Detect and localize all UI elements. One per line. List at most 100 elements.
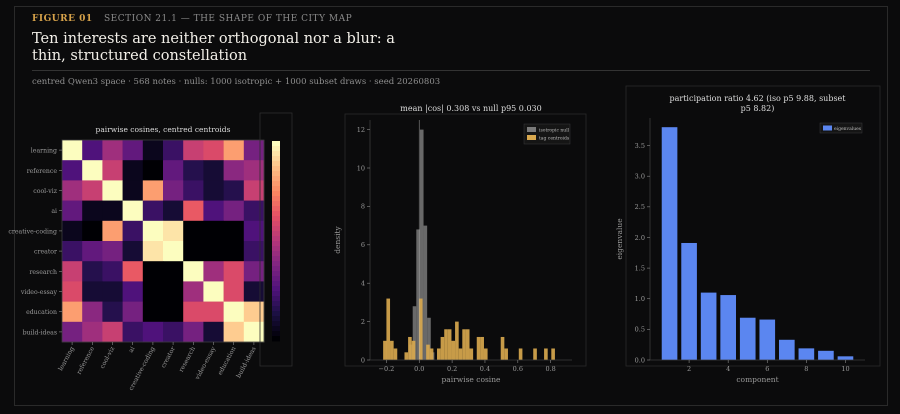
- eigen-bar: [700, 292, 717, 360]
- colorbar-swatch: [272, 161, 280, 167]
- tag-hist-bar: [500, 336, 505, 360]
- heatmap-ylabel: education: [26, 309, 57, 316]
- heatmap-ylabel: creator: [34, 249, 57, 256]
- heatmap-cell: [142, 301, 164, 323]
- tag-hist-bar: [469, 348, 474, 360]
- heatmap-cell: [223, 220, 245, 242]
- heatmap-xlabel: reference: [76, 345, 97, 375]
- heatmap-cell: [203, 140, 224, 161]
- heatmap-cell: [183, 220, 204, 242]
- heatmap-cell: [163, 321, 184, 343]
- tag-hist-bar: [458, 348, 463, 360]
- tag-hist-bar: [437, 348, 441, 360]
- heatmap-cell: [122, 140, 144, 161]
- colorbar-swatch: [272, 171, 280, 177]
- heatmap-cell: [243, 241, 265, 262]
- heatmap-cell: [223, 160, 245, 181]
- heatmap-ylabel: video-essay: [20, 289, 58, 296]
- heatmap-cell: [223, 261, 245, 282]
- heatmap-cell: [223, 140, 245, 161]
- heatmap-cell: [163, 160, 184, 181]
- heatmap-cell: [203, 321, 224, 343]
- colorbar-swatch: [272, 156, 280, 162]
- bar-ytick-label: 2.5: [635, 203, 645, 211]
- heatmap-cell: [142, 241, 164, 262]
- colorbar-swatch: [272, 241, 280, 247]
- heatmap-cell: [203, 281, 224, 302]
- heatmap-cell: [142, 160, 164, 181]
- colorbar-swatch: [272, 311, 280, 317]
- heatmap-cell: [82, 241, 103, 262]
- colorbar-swatch: [272, 216, 280, 222]
- tag-hist-bar: [455, 321, 459, 360]
- bar-title-line1: participation ratio 4.62 (iso p5 9.88, s…: [669, 94, 846, 103]
- eigen-bar: [759, 319, 776, 360]
- figure-meta: centred Qwen3 space · 568 notes · nulls:…: [32, 77, 441, 87]
- heatmap-cell: [163, 281, 184, 302]
- colorbar-swatch: [272, 266, 280, 272]
- heatmap-cell: [122, 180, 144, 201]
- bar-ytick-label: 1.0: [635, 295, 645, 303]
- eigen-bar: [739, 317, 756, 360]
- bar-ytick-label: 3.5: [635, 142, 645, 150]
- heatmap-xlabel: ai: [128, 346, 137, 354]
- bar-xlabel: component: [736, 375, 778, 384]
- heatmap-xlabel: build-ideas: [235, 346, 257, 380]
- heatmap-cell: [243, 301, 265, 323]
- heatmap-ylabel: learning: [31, 148, 57, 155]
- heatmap-cell: [102, 220, 123, 242]
- heatmap-cell: [142, 220, 164, 242]
- hist-xtick-label: 0.4: [480, 365, 490, 373]
- colorbar-swatch: [272, 316, 280, 322]
- tag-hist-bar: [393, 348, 398, 360]
- null-hist-bar: [419, 129, 424, 360]
- heatmap-cell: [163, 301, 184, 323]
- heatmap-cell: [243, 281, 265, 302]
- heatmap-xlabel: learning: [57, 346, 75, 372]
- colorbar-swatch: [272, 261, 280, 267]
- colorbar-swatch: [272, 331, 280, 337]
- heatmap-cell: [102, 140, 123, 161]
- colorbar-swatch: [272, 146, 280, 152]
- bar-xtick-label: 6: [765, 365, 769, 373]
- heatmap-cell: [183, 200, 204, 222]
- bar-xtick-label: 10: [841, 365, 849, 373]
- heatmap-cell: [203, 220, 224, 242]
- heatmap-cell: [203, 180, 224, 201]
- heatmap-cell: [183, 140, 204, 161]
- colorbar-swatch: [272, 321, 280, 327]
- heatmap-cell: [102, 180, 123, 201]
- heatmap-cell: [82, 261, 103, 282]
- tag-hist-bar: [518, 348, 523, 360]
- colorbar-swatch: [272, 271, 280, 277]
- heatmap-cell: [122, 321, 144, 343]
- tag-hist-bar: [504, 348, 508, 360]
- heatmap-cell: [203, 160, 224, 181]
- heatmap-cell: [122, 200, 144, 222]
- hist-xtick-label: −0.2: [379, 365, 395, 373]
- colorbar-swatch: [272, 206, 280, 212]
- bar-xtick-label: 4: [726, 365, 730, 373]
- hist-ytick-label: 4: [361, 280, 365, 288]
- bar-title-line2: p5 8.82): [741, 104, 775, 113]
- heatmap-xlabel: education: [217, 346, 238, 377]
- heatmap-cell: [223, 321, 245, 343]
- figure-title: Ten interests are neither orthogonal nor…: [32, 31, 395, 64]
- colorbar-swatch: [272, 246, 280, 252]
- hist-xtick-label: 0.0: [414, 365, 424, 373]
- figure-frame: [14, 6, 888, 406]
- heatmap-xlabel: video-essay: [194, 345, 218, 381]
- heatmap-cell: [163, 261, 184, 282]
- heatmap-ylabel: cool-viz: [33, 188, 57, 195]
- hist-ytick-label: 8: [361, 203, 365, 211]
- colorbar-swatch: [272, 306, 280, 312]
- heatmap-ylabel: reference: [27, 168, 58, 175]
- figure-label: FIGURE 01 SECTION 21.1 — THE SHAPE OF TH…: [32, 14, 352, 24]
- heatmap-cell: [82, 200, 103, 222]
- heatmap-cell: [223, 180, 245, 201]
- bar-ylabel: eigenvalue: [615, 218, 624, 260]
- null-hist-bar: [412, 306, 417, 360]
- heatmap-cell: [62, 160, 83, 181]
- eigen-bar: [779, 339, 795, 360]
- heatmap-title: pairwise cosines, centred centroids: [96, 125, 231, 134]
